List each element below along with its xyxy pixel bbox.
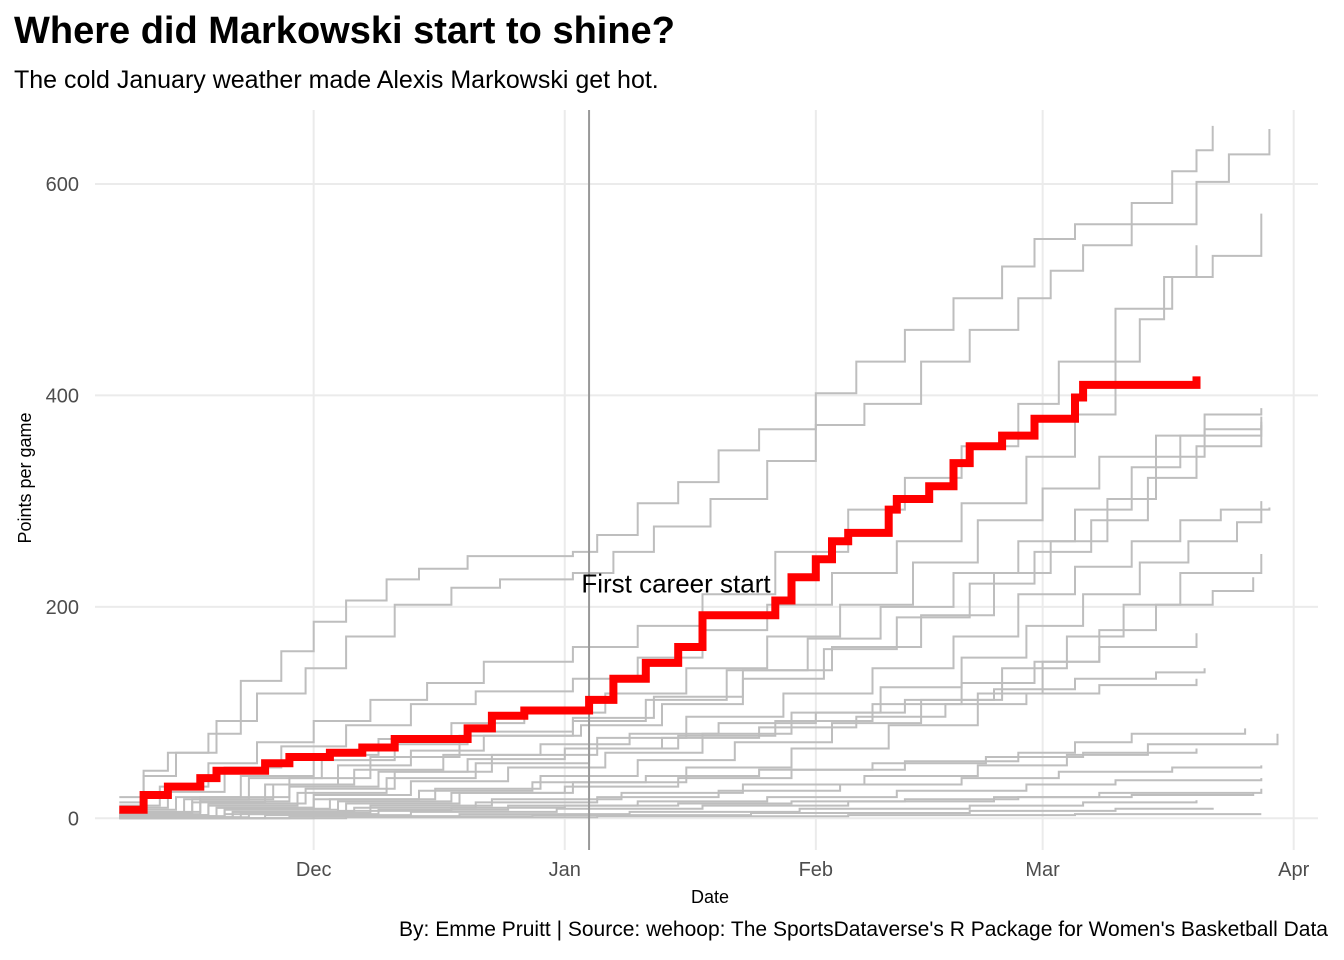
player-series-line-9 [119, 507, 1271, 817]
chart-subtitle: The cold January weather made Alexis Mar… [14, 66, 659, 94]
player-series-line-21 [119, 788, 1263, 820]
y-tick-label: 0 [68, 808, 79, 830]
player-series-line-1 [119, 125, 1214, 799]
chart-title: Where did Markowski start to shine? [14, 10, 675, 52]
y-tick-label: 400 [46, 385, 79, 407]
markowski-series-line [119, 376, 1201, 814]
player-series-line-15 [119, 678, 1198, 816]
player-series-line-23 [119, 807, 1214, 820]
x-tick-label: Feb [799, 859, 833, 881]
player-series-line-12 [119, 577, 1255, 819]
x-tick-label: Jan [549, 859, 581, 881]
highlight-series-group [119, 376, 1201, 814]
player-series-line-4 [119, 245, 1198, 809]
x-axis-title: Date [691, 887, 729, 907]
player-series-line-16 [119, 728, 1247, 818]
gridlines [95, 110, 1318, 850]
player-series-line-2 [119, 129, 1271, 804]
player-series-line-14 [119, 668, 1206, 814]
y-axis-ticks: 0 200 400 600 [46, 174, 79, 830]
source-caption: By: Emme Pruitt | Source: wehoop: The Sp… [399, 918, 1328, 941]
player-series-line-5 [119, 408, 1263, 811]
player-series-line-18 [119, 748, 1198, 818]
y-tick-label: 600 [46, 174, 79, 196]
x-tick-label: Dec [296, 859, 332, 881]
player-series-line-24 [119, 792, 1255, 819]
background-series-group [119, 125, 1279, 820]
player-series-line-3 [119, 213, 1263, 807]
player-series-line-6 [119, 416, 1263, 814]
player-series-line-13 [119, 633, 1198, 817]
x-tick-label: Apr [1278, 859, 1309, 881]
y-axis-title: Points per game [15, 412, 35, 543]
player-series-line-10 [119, 501, 1263, 818]
x-axis-ticks: Dec Jan Feb Mar Apr [296, 859, 1310, 881]
y-tick-label: 200 [46, 597, 79, 619]
x-tick-label: Mar [1025, 859, 1060, 881]
player-series-line-25 [119, 813, 1262, 820]
annotation-first-career-start: First career start [581, 569, 771, 599]
player-series-line-8 [119, 421, 1263, 813]
